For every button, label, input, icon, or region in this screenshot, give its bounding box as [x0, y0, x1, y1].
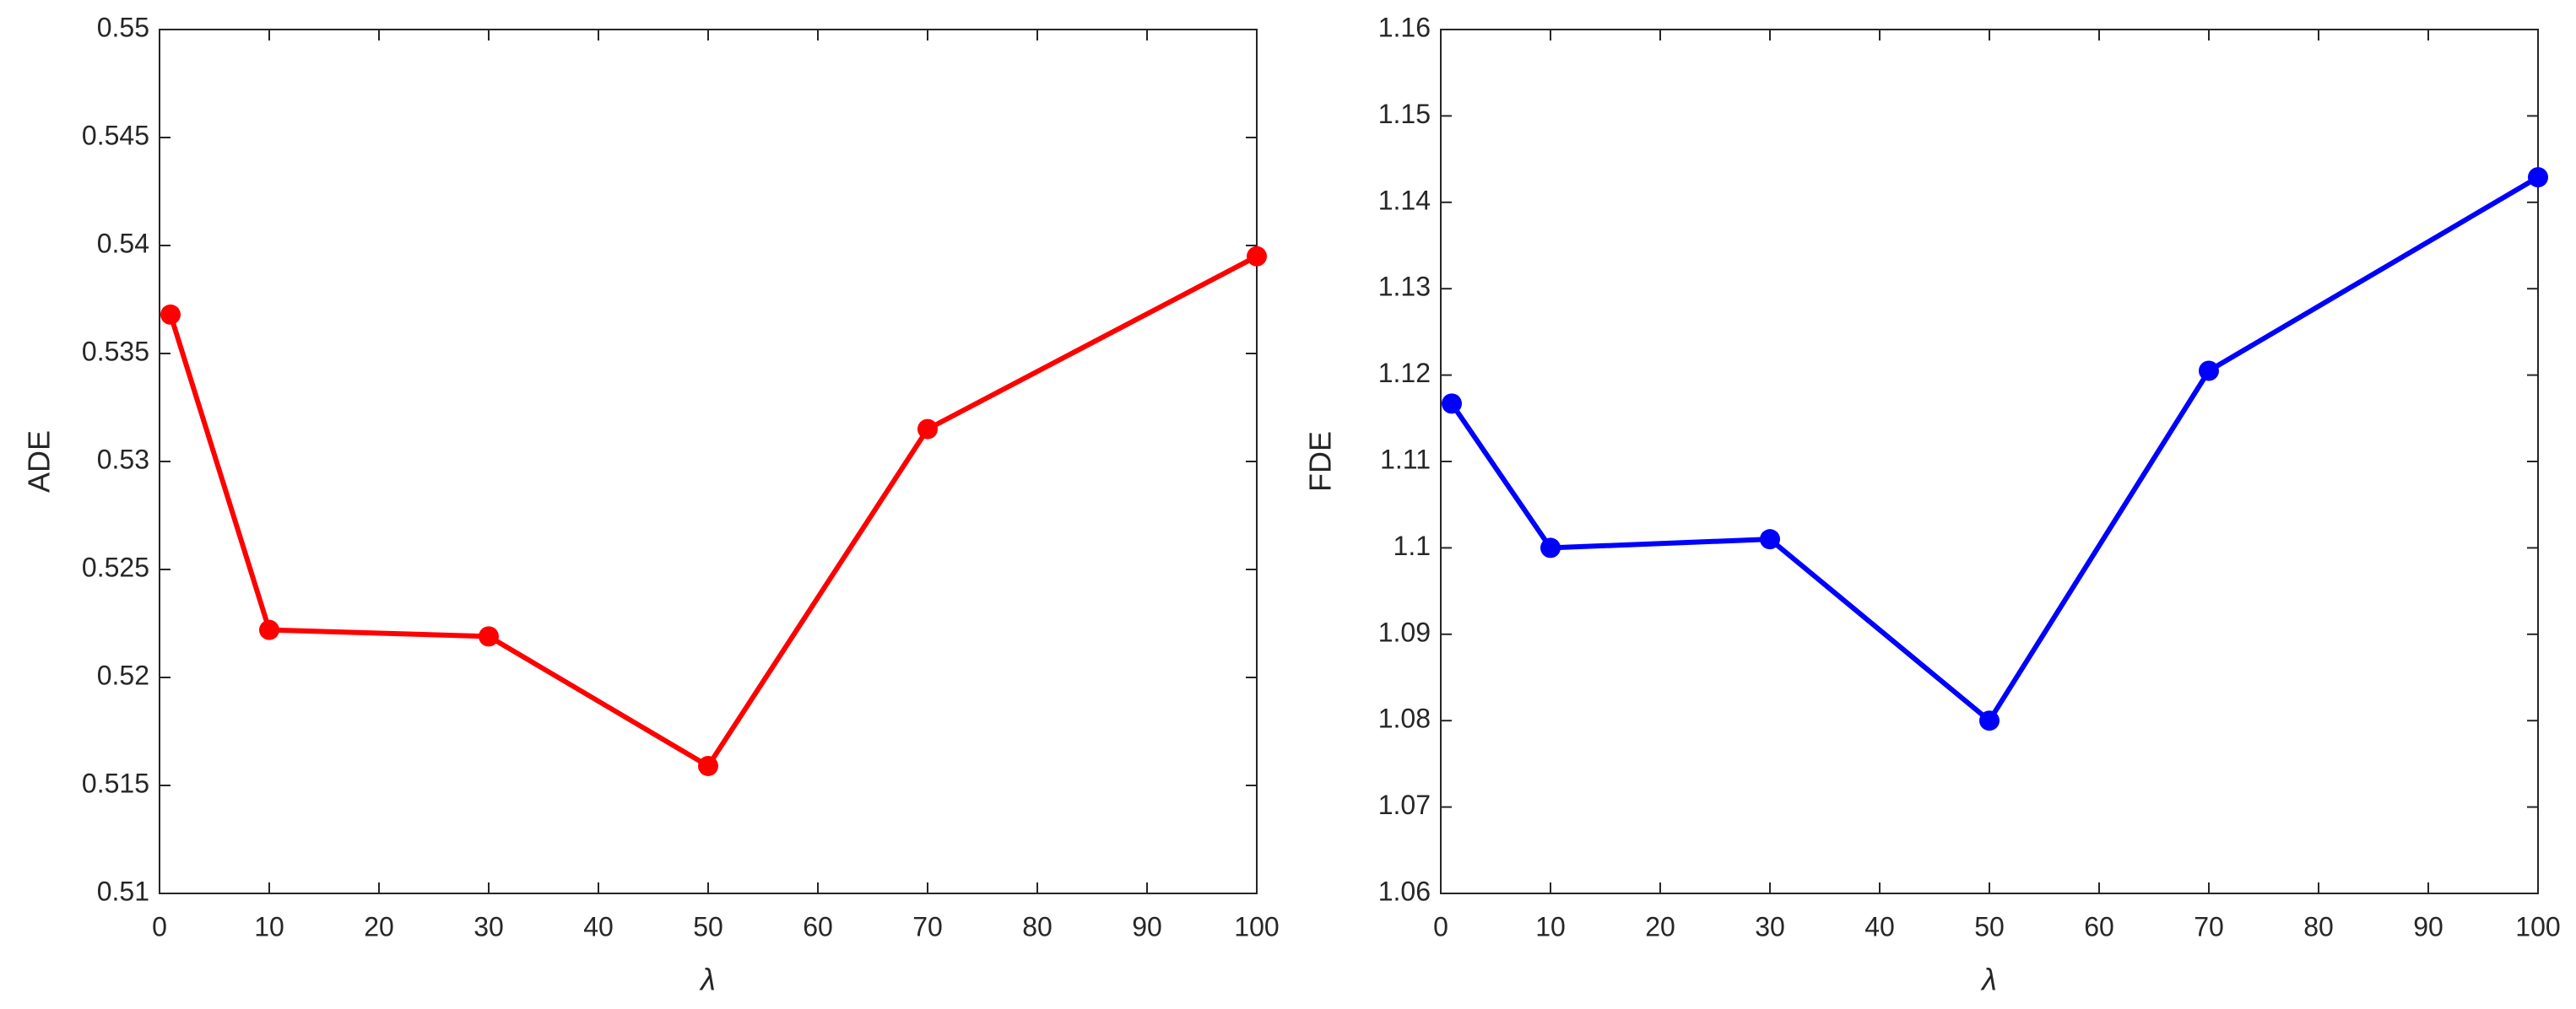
x-tick-label: 30: [474, 911, 504, 942]
x-tick-label: 70: [912, 911, 943, 942]
data-point: [479, 626, 499, 647]
data-point: [1760, 529, 1780, 550]
x-axis-label: λ: [699, 963, 716, 997]
x-tick-label: 80: [1022, 911, 1053, 942]
data-point: [917, 418, 938, 440]
y-tick-label: 1.11: [1380, 444, 1431, 474]
data-point: [259, 619, 279, 640]
series-line: [1449, 175, 2540, 724]
x-tick-label: 50: [1974, 911, 2005, 942]
x-tick-label: 10: [1535, 911, 1566, 942]
x-tick-label: 100: [1234, 911, 1279, 942]
y-tick-label: 0.52: [97, 660, 149, 690]
data-point: [1247, 246, 1267, 267]
data-point: [1442, 393, 1462, 414]
x-tick-label: 0: [1433, 911, 1448, 942]
data-point: [160, 304, 181, 325]
y-tick-label: 0.515: [82, 768, 149, 798]
x-tick-label: 20: [364, 911, 394, 942]
series-line: [168, 254, 1258, 769]
x-tick-label: 20: [1645, 911, 1675, 942]
y-tick-label: 0.51: [97, 876, 149, 906]
y-tick-label: 1.12: [1378, 358, 1431, 388]
x-tick-label: 70: [2194, 911, 2224, 942]
y-tick-label: 1.07: [1378, 790, 1431, 820]
y-tick-label: 1.16: [1378, 12, 1431, 42]
y-tick-label: 0.53: [97, 444, 149, 474]
y-tick-label: 1.06: [1378, 876, 1431, 906]
y-tick-label: 1.14: [1378, 185, 1431, 215]
x-tick-label: 90: [1132, 911, 1162, 942]
y-axis-label: FDE: [1303, 431, 1338, 492]
x-tick-label: 90: [2413, 911, 2443, 942]
x-tick-label: 40: [1864, 911, 1895, 942]
data-point: [2528, 167, 2548, 188]
y-tick-label: 0.535: [82, 336, 149, 366]
y-tick-label: 0.525: [82, 552, 149, 582]
y-axis-label: ADE: [22, 430, 57, 493]
data-point: [698, 755, 718, 776]
y-tick-label: 0.545: [82, 120, 149, 150]
data-point: [1979, 710, 2000, 731]
data-point: [1540, 537, 1561, 558]
x-tick-label: 10: [254, 911, 284, 942]
x-axis-label: λ: [1980, 963, 1997, 997]
x-tick-label: 40: [583, 911, 614, 942]
y-tick-label: 0.54: [97, 228, 149, 258]
x-tick-label: 0: [152, 911, 167, 942]
y-tick-label: 1.09: [1378, 617, 1431, 647]
y-tick-label: 1.08: [1378, 704, 1431, 734]
x-tick-label: 80: [2303, 911, 2334, 942]
y-tick-label: 0.55: [97, 12, 149, 42]
x-tick-label: 30: [1755, 911, 1785, 942]
x-tick-label: 100: [2515, 911, 2560, 942]
data-point: [2199, 360, 2219, 381]
y-tick-label: 1.13: [1378, 272, 1431, 302]
x-tick-label: 60: [2084, 911, 2114, 942]
y-tick-label: 1.1: [1394, 531, 1431, 561]
x-tick-label: 50: [693, 911, 723, 942]
y-tick-label: 1.15: [1378, 99, 1431, 129]
x-tick-label: 60: [803, 911, 833, 942]
plot-frame: [1440, 29, 2539, 894]
